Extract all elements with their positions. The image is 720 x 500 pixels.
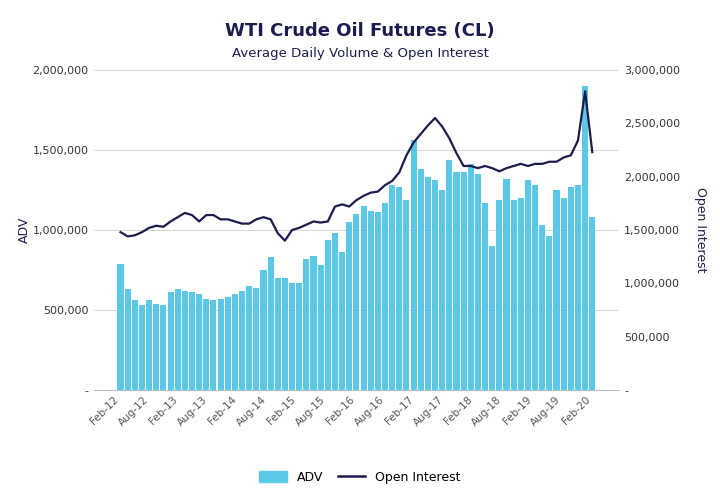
Y-axis label: ADV: ADV	[18, 217, 31, 243]
Bar	[354, 214, 359, 390]
Bar	[318, 265, 324, 390]
Bar	[468, 164, 474, 390]
Y-axis label: Open Interest: Open Interest	[694, 187, 707, 273]
Bar	[125, 289, 131, 390]
Bar	[389, 185, 395, 390]
Bar	[310, 256, 317, 390]
Bar	[403, 200, 410, 390]
Bar	[346, 222, 352, 390]
Bar	[325, 240, 331, 390]
Bar	[189, 292, 195, 390]
Bar	[432, 180, 438, 390]
Bar	[496, 200, 503, 390]
Bar	[446, 160, 452, 390]
Bar	[282, 278, 288, 390]
Bar	[139, 305, 145, 390]
Bar	[332, 233, 338, 390]
Bar	[546, 236, 552, 390]
Bar	[532, 185, 538, 390]
Bar	[117, 264, 124, 390]
Bar	[375, 212, 381, 390]
Bar	[168, 292, 174, 390]
Bar	[410, 140, 417, 390]
Bar	[561, 198, 567, 390]
Bar	[289, 283, 295, 390]
Bar	[268, 257, 274, 390]
Legend: ADV, Open Interest: ADV, Open Interest	[254, 466, 466, 489]
Bar	[582, 86, 588, 390]
Bar	[253, 288, 259, 390]
Bar	[210, 300, 217, 390]
Bar	[239, 291, 245, 390]
Bar	[525, 180, 531, 390]
Bar	[275, 278, 281, 390]
Bar	[296, 283, 302, 390]
Bar	[196, 294, 202, 390]
Bar	[461, 172, 467, 390]
Bar	[261, 270, 266, 390]
Bar	[482, 203, 488, 390]
Bar	[153, 304, 159, 390]
Bar	[368, 211, 374, 390]
Bar	[339, 252, 345, 390]
Bar	[568, 187, 574, 390]
Bar	[225, 297, 231, 390]
Bar	[303, 259, 310, 390]
Bar	[589, 217, 595, 390]
Bar	[182, 291, 188, 390]
Bar	[161, 305, 166, 390]
Bar	[146, 300, 152, 390]
Text: Average Daily Volume & Open Interest: Average Daily Volume & Open Interest	[232, 48, 488, 60]
Bar	[489, 246, 495, 390]
Bar	[439, 190, 445, 390]
Bar	[575, 185, 581, 390]
Bar	[175, 289, 181, 390]
Bar	[510, 200, 517, 390]
Bar	[475, 174, 481, 390]
Bar	[396, 187, 402, 390]
Bar	[518, 198, 524, 390]
Bar	[503, 179, 510, 390]
Bar	[454, 172, 459, 390]
Bar	[382, 203, 388, 390]
Bar	[539, 225, 545, 390]
Bar	[361, 206, 366, 390]
Bar	[132, 300, 138, 390]
Bar	[418, 169, 424, 390]
Text: WTI Crude Oil Futures (CL): WTI Crude Oil Futures (CL)	[225, 22, 495, 40]
Bar	[425, 177, 431, 390]
Bar	[554, 190, 559, 390]
Bar	[203, 299, 210, 390]
Bar	[217, 299, 224, 390]
Bar	[232, 294, 238, 390]
Bar	[246, 286, 252, 390]
